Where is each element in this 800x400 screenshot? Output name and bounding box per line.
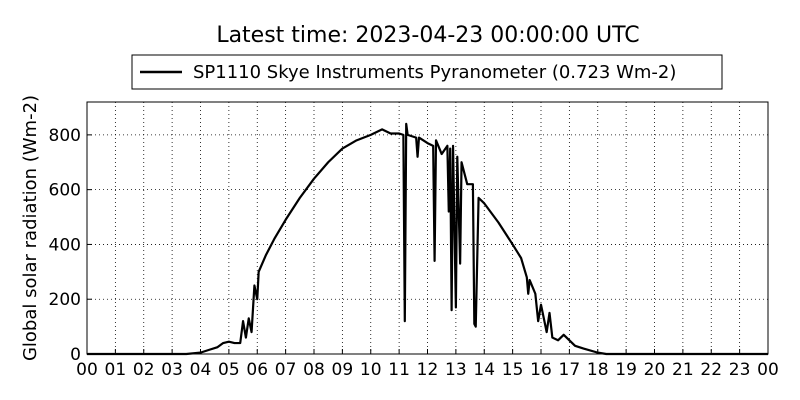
x-tick-label: 23 [729,360,751,380]
x-tick-label: 05 [218,360,240,380]
chart-title: Latest time: 2023-04-23 00:00:00 UTC [216,23,639,48]
x-tick-label: 04 [190,360,212,380]
x-tick-label: 03 [161,360,183,380]
x-tick-label: 12 [417,360,439,380]
x-tick-label: 16 [530,360,552,380]
x-tick-label: 18 [587,360,609,380]
x-tick-label: 13 [445,360,467,380]
plot-frame [86,101,769,355]
y-tick-label: 200 [49,290,81,310]
y-tick-label: 0 [70,345,81,365]
x-tick-label: 08 [303,360,325,380]
x-tick-label: 19 [615,360,637,380]
x-tick-label: 17 [559,360,581,380]
y-axis-label: Global solar radiation (Wm-2) [20,95,41,361]
data-line [87,122,768,356]
x-tick-label: 21 [672,360,694,380]
legend-label: SP1110 Skye Instruments Pyranometer (0.7… [193,62,676,83]
y-tick-label: 600 [49,181,81,201]
x-tick-label: 00 [757,360,779,380]
x-tick-label: 15 [502,360,524,380]
legend-box [131,54,723,90]
x-tick-label: 02 [133,360,155,380]
x-tick-label: 10 [360,360,382,380]
x-tick-label: 01 [105,360,127,380]
y-tick-label: 800 [49,126,81,146]
x-tick-label: 06 [246,360,268,380]
x-tick-label: 14 [473,360,495,380]
x-tick-label: 07 [275,360,297,380]
x-tick-label: 11 [388,360,410,380]
y-tick-label: 400 [49,235,81,255]
x-tick-label: 22 [700,360,722,380]
x-tick-label: 09 [332,360,354,380]
x-tick-label: 20 [644,360,666,380]
x-tick-label: 00 [76,360,98,380]
